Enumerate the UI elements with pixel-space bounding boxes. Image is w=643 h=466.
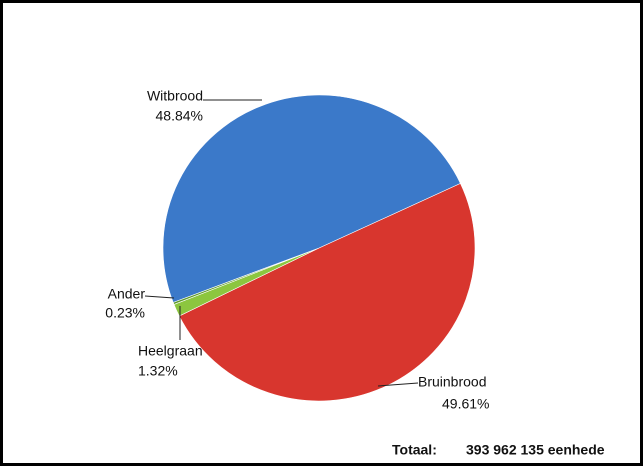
pie-slice [162,94,461,303]
total-label: Totaal: [392,442,437,458]
slice-label: Bruinbrood [418,374,487,390]
slice-label: Ander [108,286,146,302]
slice-label: Witbrood [147,88,203,104]
slice-value: 49.61% [442,396,489,412]
slice-label: Heelgraan [138,343,203,359]
slice-value: 48.84% [156,108,203,124]
leader-line [144,295,175,299]
slice-value: 0.23% [105,305,145,321]
pie [162,94,476,402]
total-value: 393 962 135 eenhede [466,442,605,458]
leader-line [377,382,419,387]
slice-value: 1.32% [138,363,178,379]
